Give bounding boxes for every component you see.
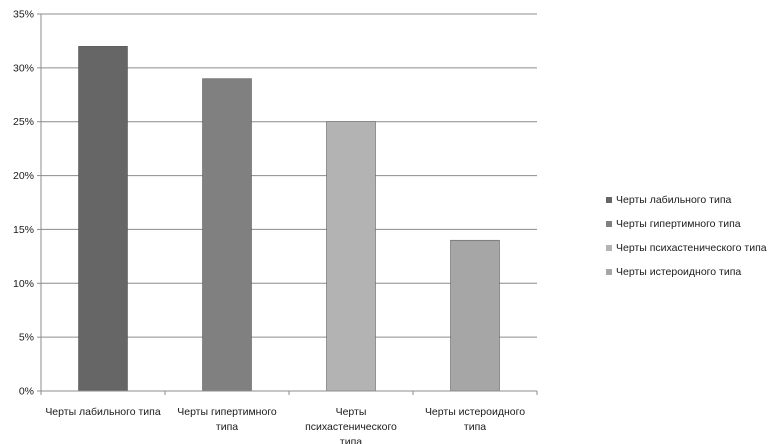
x-axis-ticks: Черты лабильного типа Черты гипертимного т… — [40, 391, 538, 444]
x-tick-label: Черты психастенического типа — [305, 406, 397, 444]
legend-swatch — [606, 245, 612, 251]
legend-label: Черты психастенического типа — [616, 242, 767, 254]
y-tick-label: 15% — [13, 224, 34, 236]
bar — [326, 121, 376, 392]
bars — [78, 46, 500, 392]
legend-item: Черты психастенического типа — [606, 236, 775, 260]
y-tick-label: 5% — [19, 332, 34, 344]
y-tick-label: 10% — [13, 278, 34, 290]
bar — [78, 46, 128, 392]
bar — [202, 78, 252, 392]
x-tick-label: Черты гипертимного типа — [177, 406, 277, 433]
legend-swatch — [606, 221, 612, 227]
legend-swatch — [606, 269, 612, 275]
y-tick-label: 30% — [13, 62, 34, 74]
legend: Черты лабильного типа Черты гипертимного … — [606, 188, 775, 284]
legend-label: Черты истероидного типа — [616, 266, 742, 278]
legend-label: Черты лабильного типа — [616, 194, 732, 206]
legend-item: Черты гипертимного типа — [606, 212, 775, 236]
x-tick-label: Черты лабильного типа — [45, 406, 161, 418]
y-tick-label: 35% — [13, 9, 34, 21]
legend-item: Черты лабильного типа — [606, 188, 775, 212]
y-axis-ticks: 0% 5% 10% 15% 20% 25% 30% 35% — [13, 9, 41, 398]
y-tick-label: 0% — [19, 386, 34, 398]
y-tick-label: 20% — [13, 170, 34, 182]
legend-item: Черты истероидного типа — [606, 260, 775, 284]
y-tick-label: 25% — [13, 116, 34, 128]
legend-label: Черты гипертимного типа — [616, 218, 741, 230]
legend-swatch — [606, 197, 612, 203]
x-tick-label: Черты истероидного типа — [425, 406, 525, 433]
bar — [450, 239, 500, 392]
